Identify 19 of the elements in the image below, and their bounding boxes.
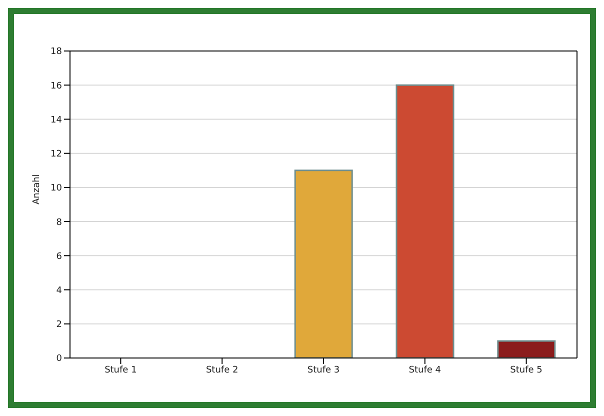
y-tick-label: 2 [56, 320, 62, 330]
y-tick-label: 8 [56, 218, 62, 228]
y-tick-label: 14 [50, 115, 62, 126]
y-axis-title: Anzahl [32, 174, 42, 204]
bar [294, 170, 353, 358]
y-tick-label: 6 [56, 252, 62, 262]
x-tick-label: Stufe 3 [307, 365, 340, 376]
bar [396, 84, 454, 358]
y-tick-label: 10 [50, 184, 62, 194]
y-tick-label: 4 [56, 286, 62, 296]
y-tick-label: 0 [56, 354, 62, 364]
bar [497, 340, 556, 358]
y-tick-label: 12 [50, 150, 62, 160]
x-tick-label: Stufe 5 [510, 365, 542, 376]
y-tick-label: 18 [50, 47, 62, 58]
x-tick-label: Stufe 1 [104, 365, 137, 376]
x-tick-label: Stufe 4 [408, 365, 442, 376]
y-tick-label: 16 [50, 81, 62, 92]
x-tick-label: Stufe 2 [206, 365, 238, 376]
